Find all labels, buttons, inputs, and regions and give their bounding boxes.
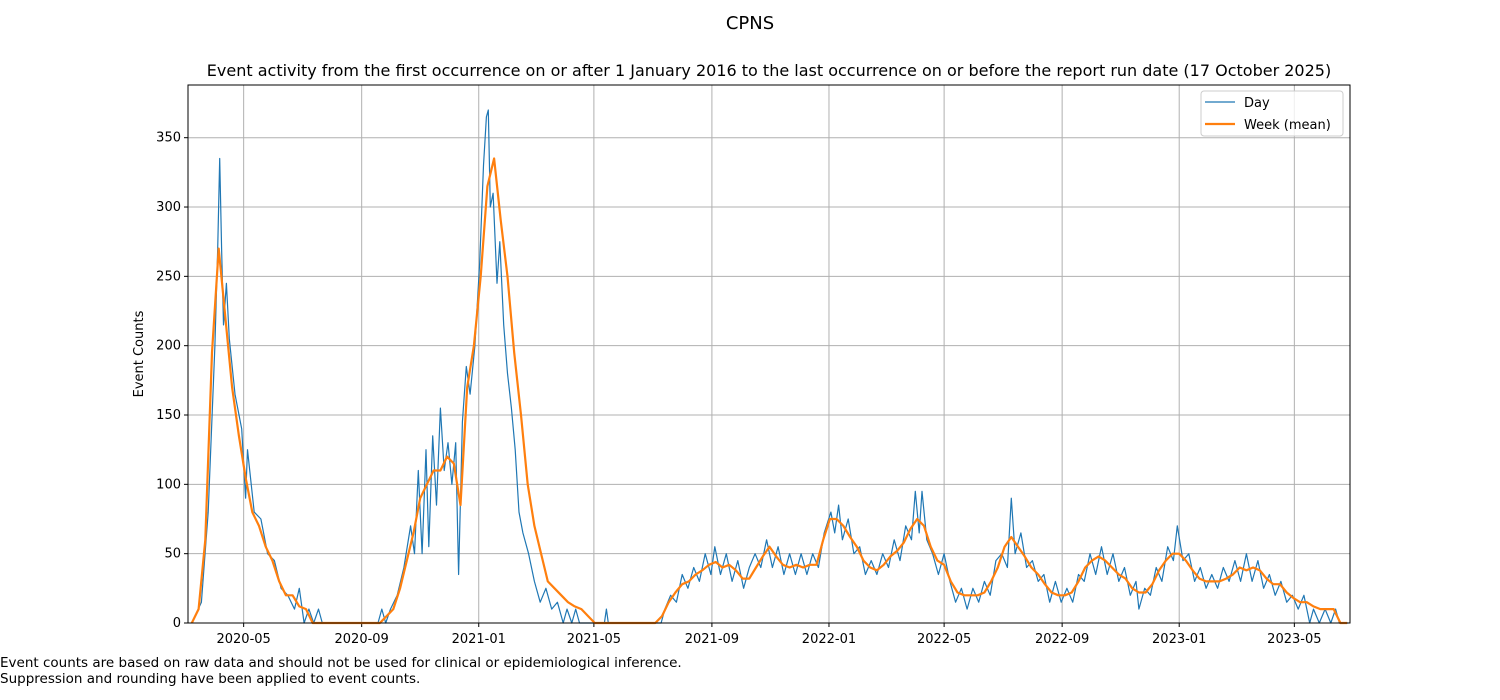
legend-label: Day <box>1244 96 1270 111</box>
y-tick-label: 200 <box>156 339 181 354</box>
x-tick-label: 2023-05 <box>1267 632 1321 647</box>
y-axis-label: Event Counts <box>132 310 147 397</box>
y-tick-label: 0 <box>173 616 181 631</box>
y-tick-label: 150 <box>156 408 181 423</box>
y-tick-label: 100 <box>156 477 181 492</box>
footnote-1: Event counts are based on raw data and s… <box>0 655 682 671</box>
x-tick-label: 2021-01 <box>452 632 506 647</box>
legend-box <box>1200 90 1344 137</box>
x-tick-label: 2022-09 <box>1035 632 1089 647</box>
x-tick-label: 2020-05 <box>216 632 270 647</box>
y-tick-label: 50 <box>164 547 181 562</box>
plot-frame <box>187 84 1351 624</box>
y-tick-label: 250 <box>156 269 181 284</box>
chart-title: Event activity from the first occurrence… <box>207 61 1331 80</box>
x-tick-label: 2022-01 <box>802 632 856 647</box>
chart-suptitle: CPNS <box>726 13 774 34</box>
x-tick-label: 2021-05 <box>567 632 621 647</box>
legend-label: Week (mean) <box>1244 118 1331 133</box>
footnote-2: Suppression and rounding have been appli… <box>0 671 421 687</box>
y-tick-label: 350 <box>156 131 181 146</box>
x-tick-label: 2021-09 <box>685 632 739 647</box>
y-tick-label: 300 <box>156 200 181 215</box>
x-tick-label: 2022-05 <box>917 632 971 647</box>
series-line-week-mean <box>190 157 1348 625</box>
x-tick-label: 2020-09 <box>335 632 389 647</box>
series-line-day <box>191 109 1349 624</box>
x-tick-label: 2023-01 <box>1152 632 1206 647</box>
